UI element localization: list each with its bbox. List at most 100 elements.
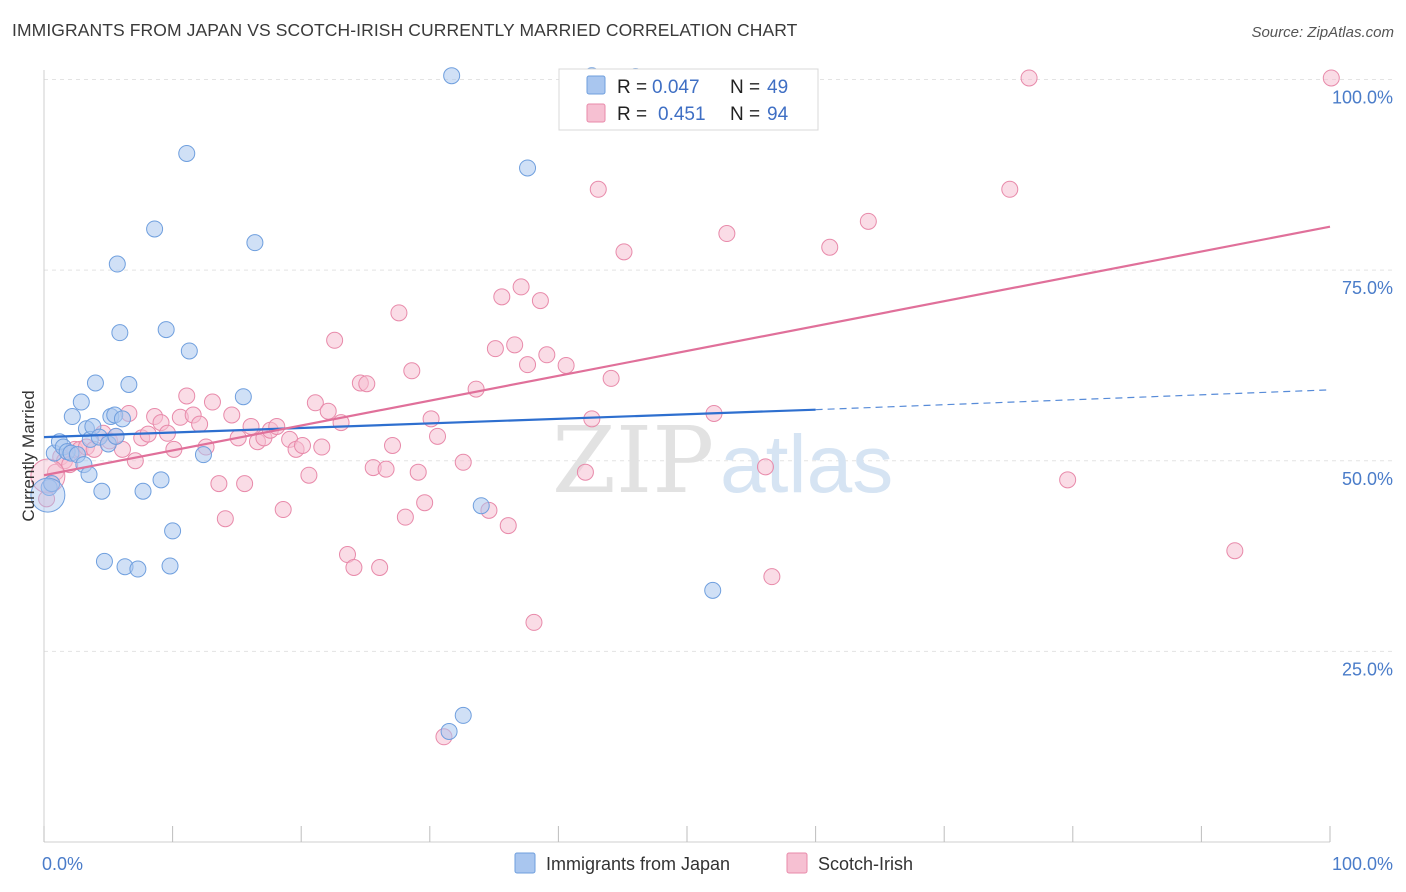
trend-lines xyxy=(43,225,1331,477)
legend-r-label-japan: R = xyxy=(617,77,647,98)
point-japan-38 xyxy=(234,388,252,406)
point-japan-40 xyxy=(440,722,458,740)
point-japan-41 xyxy=(443,67,461,85)
legend-swatch-japan xyxy=(586,75,606,95)
y-tick-label-2: 75.0% xyxy=(1342,278,1393,298)
point-japan-30 xyxy=(146,220,164,238)
trend-line-japan-extension xyxy=(815,389,1331,411)
data-points xyxy=(30,67,1340,746)
point-japan-39 xyxy=(246,234,264,252)
point-scotch-irish-23 xyxy=(178,387,196,405)
point-scotch-irish-92 xyxy=(1322,69,1340,87)
point-japan-24 xyxy=(111,324,129,342)
legend-r-value-japan: 0.047 xyxy=(652,77,700,98)
point-japan-12 xyxy=(80,465,98,483)
point-scotch-irish-33 xyxy=(242,417,260,435)
source-label: Source: ZipAtlas.com xyxy=(1251,24,1394,41)
point-japan-25 xyxy=(113,410,131,428)
point-scotch-irish-81 xyxy=(615,243,633,261)
point-scotch-irish-87 xyxy=(859,212,877,230)
point-scotch-irish-68 xyxy=(493,288,511,306)
point-scotch-irish-67 xyxy=(486,340,504,358)
y-tick-label-1: 50.0% xyxy=(1342,469,1393,489)
point-japan-32 xyxy=(157,321,175,339)
point-japan-48 xyxy=(30,477,66,513)
point-scotch-irish-27 xyxy=(203,393,221,411)
point-scotch-irish-32 xyxy=(236,475,254,493)
point-scotch-irish-46 xyxy=(326,331,344,349)
point-scotch-irish-44 xyxy=(313,438,331,456)
bottom-legend-label-japan: Immigrants from Japan xyxy=(546,854,730,874)
grid-lines xyxy=(44,79,1392,652)
point-scotch-irish-79 xyxy=(589,180,607,198)
point-scotch-irish-62 xyxy=(429,427,447,445)
point-scotch-irish-84 xyxy=(756,458,774,476)
point-scotch-irish-65 xyxy=(467,380,485,398)
point-scotch-irish-42 xyxy=(300,466,318,484)
trend-line-japan xyxy=(43,408,816,439)
legend-r-label-scotch-irish: R = xyxy=(617,104,647,125)
bottom-legend-label-scotch-irish: Scotch-Irish xyxy=(818,854,913,874)
point-scotch-irish-56 xyxy=(390,304,408,322)
point-japan-34 xyxy=(164,522,182,540)
point-scotch-irish-72 xyxy=(519,356,537,374)
point-japan-36 xyxy=(180,342,198,360)
point-scotch-irish-55 xyxy=(384,437,402,454)
point-japan-35 xyxy=(178,144,196,162)
y-tick-label-0: 25.0% xyxy=(1342,659,1393,679)
point-scotch-irish-76 xyxy=(557,356,575,374)
point-scotch-irish-49 xyxy=(345,559,363,576)
legend-n-value-scotch-irish: 94 xyxy=(767,104,789,125)
legend: R = 0.047 N = 49 R = 0.451 N = 94 xyxy=(558,68,819,131)
watermark-zip: ZIP xyxy=(552,407,714,514)
point-scotch-irish-83 xyxy=(718,225,736,243)
point-scotch-irish-85 xyxy=(763,568,781,586)
point-scotch-irish-30 xyxy=(223,406,241,424)
point-scotch-irish-28 xyxy=(210,475,228,493)
chart-title: IMMIGRANTS FROM JAPAN VS SCOTCH-IRISH CU… xyxy=(12,20,798,40)
point-scotch-irish-15 xyxy=(126,452,144,470)
point-scotch-irish-43 xyxy=(306,394,324,412)
point-scotch-irish-80 xyxy=(602,369,620,387)
point-japan-47 xyxy=(704,581,722,599)
point-scotch-irish-71 xyxy=(512,278,530,296)
bottom-legend: Immigrants from Japan Scotch-Irish xyxy=(514,852,913,874)
point-scotch-irish-89 xyxy=(1020,69,1038,87)
point-scotch-irish-60 xyxy=(416,494,434,512)
watermark: ZIP atlas xyxy=(552,407,893,514)
bottom-legend-swatch-scotch-irish xyxy=(786,852,808,874)
point-scotch-irish-53 xyxy=(371,559,389,576)
point-scotch-irish-69 xyxy=(499,517,517,535)
point-scotch-irish-86 xyxy=(821,238,839,256)
point-scotch-irish-75 xyxy=(538,346,556,364)
point-japan-9 xyxy=(72,393,90,411)
point-japan-22 xyxy=(107,427,125,445)
point-scotch-irish-90 xyxy=(1059,471,1077,489)
point-japan-29 xyxy=(134,482,152,500)
point-japan-42 xyxy=(454,706,472,724)
y-axis-label: Currently Married xyxy=(19,390,38,521)
x-tick-label-0: 0.0% xyxy=(42,854,83,874)
point-scotch-irish-29 xyxy=(216,510,234,528)
point-scotch-irish-25 xyxy=(191,415,209,433)
legend-n-value-japan: 49 xyxy=(767,77,788,98)
point-scotch-irish-64 xyxy=(454,453,472,471)
point-japan-37 xyxy=(194,446,212,464)
point-japan-28 xyxy=(129,560,147,578)
point-scotch-irish-77 xyxy=(576,463,594,481)
axes xyxy=(43,70,1331,843)
point-scotch-irish-45 xyxy=(319,402,337,420)
point-japan-27 xyxy=(120,376,138,393)
point-japan-7 xyxy=(63,408,81,426)
bottom-legend-swatch-japan xyxy=(514,852,536,874)
legend-n-label-japan: N = xyxy=(730,77,760,98)
point-japan-18 xyxy=(95,552,113,570)
point-scotch-irish-41 xyxy=(293,437,311,454)
point-scotch-irish-51 xyxy=(358,375,376,393)
point-scotch-irish-88 xyxy=(1001,180,1019,198)
point-scotch-irish-54 xyxy=(377,460,395,478)
point-scotch-irish-58 xyxy=(403,362,421,380)
point-scotch-irish-73 xyxy=(525,613,543,631)
point-japan-33 xyxy=(161,557,179,575)
